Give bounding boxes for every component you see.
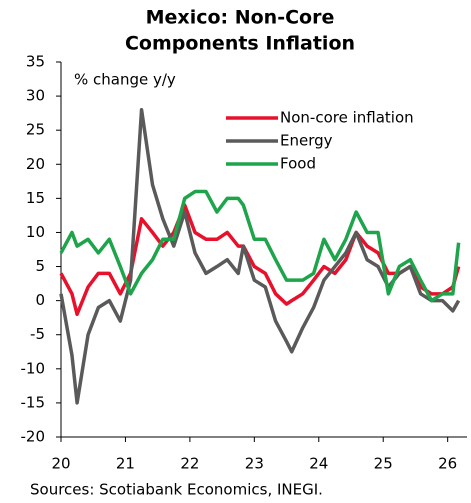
y-tick-label: 5 [35,257,45,275]
y-tick-label: -5 [30,325,45,343]
x-tick-label: 22 [180,455,199,473]
chart-title: Mexico: Non-Core [146,7,335,29]
y-tick-label: 25 [26,121,45,139]
x-tick-label: 20 [51,455,70,473]
y-tick-label: -20 [21,428,46,446]
y-tick-label: -15 [21,393,46,411]
series-line [59,189,461,303]
legend-label: Non-core inflation [280,109,414,127]
series-line [59,107,461,405]
y-tick-label: 0 [35,291,45,309]
y-tick-label: 30 [26,87,45,105]
x-tick-label: 25 [374,455,393,473]
y-axis-label: % change y/y [74,71,176,89]
y-tick-label: 10 [26,223,45,241]
legend-label: Food [280,155,316,173]
series-line [59,203,461,317]
y-tick-label: 20 [26,155,45,173]
y-tick-label: 35 [26,53,45,71]
chart-title: Components Inflation [125,33,355,55]
legend-label: Energy [280,132,333,150]
x-tick-label: 23 [245,455,264,473]
y-tick-label: 15 [26,189,45,207]
y-tick-label: -10 [21,359,46,377]
source: Sources: Scotiabank Economics, INEGI. [30,481,323,499]
x-tick-label: 24 [309,455,328,473]
x-tick-label: 26 [438,455,457,473]
x-tick-label: 21 [116,455,135,473]
